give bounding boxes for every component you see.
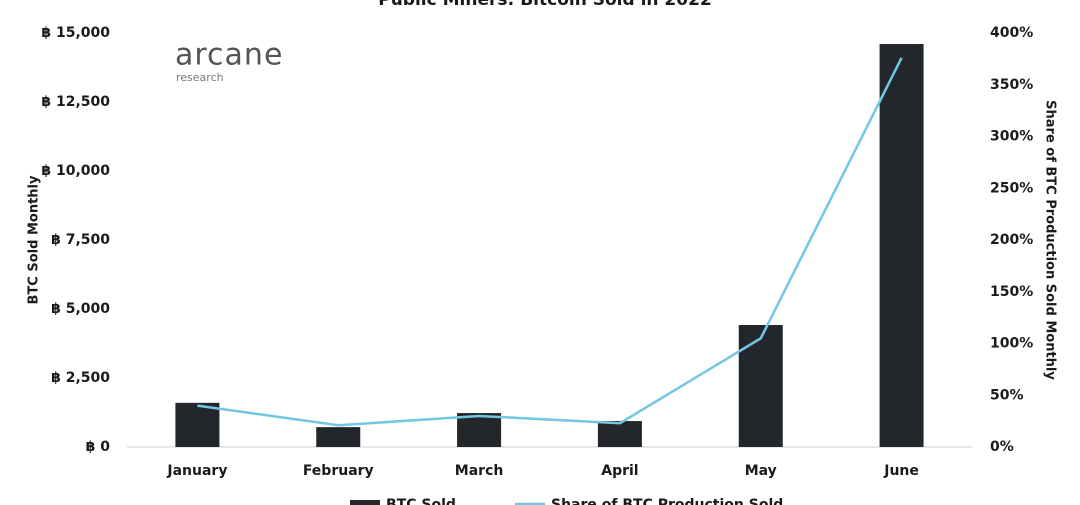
bar (597, 421, 642, 447)
bar (738, 325, 783, 447)
y-tick-label: ฿ 7,500 (51, 232, 110, 248)
y2-tick-label: 300% (990, 129, 1033, 145)
x-tick-label: January (166, 463, 227, 479)
y2-tick-label: 250% (990, 180, 1033, 196)
y-tick-label: ฿ 5,000 (51, 301, 110, 317)
y2-tick-label: 350% (990, 77, 1033, 93)
logo-sub: research (176, 71, 224, 84)
bar (316, 427, 361, 447)
x-tick-label: March (455, 463, 504, 479)
y2-tick-label: 150% (990, 284, 1033, 300)
y2-tick-label: 400% (990, 25, 1033, 41)
logo: arcane (175, 38, 283, 73)
y-axis-label: BTC Sold Monthly (27, 175, 42, 304)
legend-swatch (350, 500, 380, 505)
y2-tick-label: 200% (990, 232, 1033, 248)
y-tick-label: ฿ 12,500 (41, 94, 110, 110)
legend-label: BTC Sold (386, 497, 456, 505)
line (197, 57, 903, 427)
bar (879, 44, 924, 447)
legend-label: Share of BTC Production Sold (551, 497, 783, 505)
y2-tick-label: 0% (990, 439, 1014, 455)
bar (175, 402, 220, 447)
x-tick-label: June (883, 463, 919, 479)
y2-tick-label: 50% (990, 387, 1024, 403)
y-tick-label: ฿ 15,000 (41, 25, 110, 41)
bar (457, 413, 502, 447)
x-tick-label: April (601, 463, 638, 479)
x-tick-label: February (303, 463, 374, 479)
chart-title: Public Miners: Bitcoin Sold in 2022 (378, 0, 712, 10)
y-tick-label: ฿ 0 (86, 439, 111, 455)
y-tick-label: ฿ 2,500 (51, 370, 110, 386)
y-tick-label: ฿ 10,000 (41, 163, 110, 179)
y2-tick-label: 100% (990, 336, 1033, 352)
x-tick-label: May (745, 463, 777, 479)
y2-axis-label: Share of BTC Production Sold Monthly (1043, 100, 1058, 380)
